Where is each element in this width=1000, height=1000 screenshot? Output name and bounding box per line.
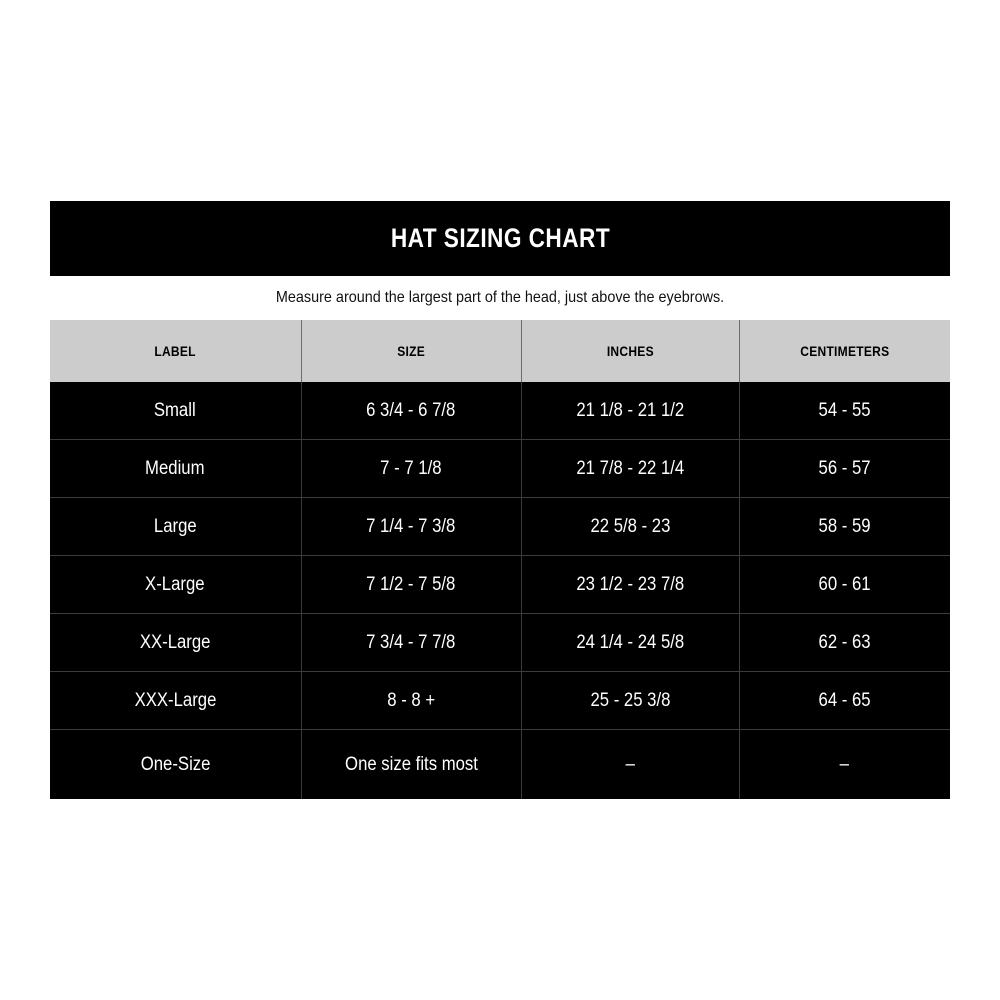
cell-inches: 21 1/8 - 21 1/2 [521, 382, 740, 440]
cell-centimeters: 58 - 59 [739, 497, 950, 556]
cell-centimeters: 56 - 57 [739, 439, 950, 498]
cell-label: Large [50, 497, 302, 556]
cell-size-text: 8 - 8 + [387, 689, 435, 711]
cell-size: 7 - 7 1/8 [301, 439, 522, 498]
chart-title-bar: HAT SIZING CHART [50, 201, 950, 276]
cell-inches-text: 21 1/8 - 21 1/2 [576, 399, 684, 421]
cell-label: X-Large [50, 555, 302, 614]
cell-label-text: XX-Large [139, 631, 211, 653]
cell-centimeters-text: 58 - 59 [818, 515, 871, 537]
cell-inches: 25 - 25 3/8 [521, 671, 740, 730]
cell-size: One size fits most [301, 729, 522, 799]
cell-label-text: Medium [145, 457, 205, 479]
cell-label-text: X-Large [145, 573, 205, 595]
cell-inches: – [521, 729, 740, 799]
column-header-centimeters-text: CENTIMETERS [800, 343, 890, 359]
column-header-size: SIZE [301, 320, 522, 382]
cell-centimeters: 54 - 55 [739, 382, 950, 440]
cell-centimeters-text: 64 - 65 [818, 689, 871, 711]
column-header-size-text: SIZE [397, 343, 425, 359]
cell-label: Small [50, 382, 302, 440]
cell-label: One-Size [50, 729, 302, 799]
measurement-instruction: Measure around the largest part of the h… [275, 289, 725, 306]
cell-inches-text: – [625, 753, 635, 775]
cell-size-text: 6 3/4 - 6 7/8 [366, 399, 456, 421]
cell-label-text: One-Size [140, 753, 211, 775]
table-header-row: LABEL SIZE INCHES CENTIMETERS [50, 320, 950, 382]
column-header-inches-text: INCHES [606, 343, 654, 359]
cell-inches: 22 5/8 - 23 [521, 497, 740, 556]
cell-inches-text: 21 7/8 - 22 1/4 [576, 457, 684, 479]
cell-size: 7 1/4 - 7 3/8 [301, 497, 522, 556]
cell-inches: 23 1/2 - 23 7/8 [521, 555, 740, 614]
cell-centimeters-text: 54 - 55 [818, 399, 871, 421]
table-header: LABEL SIZE INCHES CENTIMETERS [50, 320, 950, 382]
column-header-centimeters: CENTIMETERS [739, 320, 950, 382]
cell-label: Medium [50, 439, 302, 498]
cell-size: 7 1/2 - 7 5/8 [301, 555, 522, 614]
cell-size: 7 3/4 - 7 7/8 [301, 613, 522, 672]
table-body: Small 6 3/4 - 6 7/8 21 1/8 - 21 1/2 54 -… [50, 382, 950, 799]
table-row: One-Size One size fits most – – [50, 729, 950, 799]
cell-inches-text: 25 - 25 3/8 [590, 689, 670, 711]
table-row: XX-Large 7 3/4 - 7 7/8 24 1/4 - 24 5/8 6… [50, 613, 950, 672]
cell-label: XX-Large [50, 613, 302, 672]
cell-centimeters-text: 62 - 63 [818, 631, 871, 653]
cell-size-text: 7 - 7 1/8 [380, 457, 442, 479]
cell-inches: 24 1/4 - 24 5/8 [521, 613, 740, 672]
table-row: XXX-Large 8 - 8 + 25 - 25 3/8 64 - 65 [50, 671, 950, 730]
cell-label-text: Small [154, 399, 197, 421]
cell-centimeters-text: 60 - 61 [818, 573, 871, 595]
cell-inches-text: 24 1/4 - 24 5/8 [576, 631, 684, 653]
cell-size: 8 - 8 + [301, 671, 522, 730]
table-row: Medium 7 - 7 1/8 21 7/8 - 22 1/4 56 - 57 [50, 439, 950, 498]
cell-size-text: 7 1/2 - 7 5/8 [366, 573, 456, 595]
cell-centimeters-text: 56 - 57 [818, 457, 871, 479]
table-row: Large 7 1/4 - 7 3/8 22 5/8 - 23 58 - 59 [50, 497, 950, 556]
column-header-label-text: LABEL [154, 343, 196, 359]
hat-sizing-chart: HAT SIZING CHART Measure around the larg… [50, 201, 950, 799]
column-header-inches: INCHES [521, 320, 740, 382]
cell-size-text: One size fits most [344, 753, 478, 775]
cell-inches-text: 23 1/2 - 23 7/8 [576, 573, 684, 595]
table-row: Small 6 3/4 - 6 7/8 21 1/8 - 21 1/2 54 -… [50, 382, 950, 440]
cell-label: XXX-Large [50, 671, 302, 730]
cell-label-text: Large [153, 515, 197, 537]
table-row: X-Large 7 1/2 - 7 5/8 23 1/2 - 23 7/8 60… [50, 555, 950, 614]
chart-subtitle-band: Measure around the largest part of the h… [50, 276, 950, 320]
cell-centimeters: – [739, 729, 950, 799]
column-header-label: LABEL [50, 320, 302, 382]
cell-size-text: 7 3/4 - 7 7/8 [366, 631, 456, 653]
size-table: LABEL SIZE INCHES CENTIMETERS Small 6 3/… [50, 320, 950, 799]
cell-label-text: XXX-Large [134, 689, 217, 711]
page-title: HAT SIZING CHART [390, 223, 610, 253]
cell-size-text: 7 1/4 - 7 3/8 [366, 515, 456, 537]
cell-inches: 21 7/8 - 22 1/4 [521, 439, 740, 498]
cell-centimeters: 60 - 61 [739, 555, 950, 614]
cell-centimeters: 64 - 65 [739, 671, 950, 730]
cell-centimeters-text: – [840, 753, 850, 775]
cell-inches-text: 22 5/8 - 23 [590, 515, 670, 537]
cell-centimeters: 62 - 63 [739, 613, 950, 672]
cell-size: 6 3/4 - 6 7/8 [301, 382, 522, 440]
